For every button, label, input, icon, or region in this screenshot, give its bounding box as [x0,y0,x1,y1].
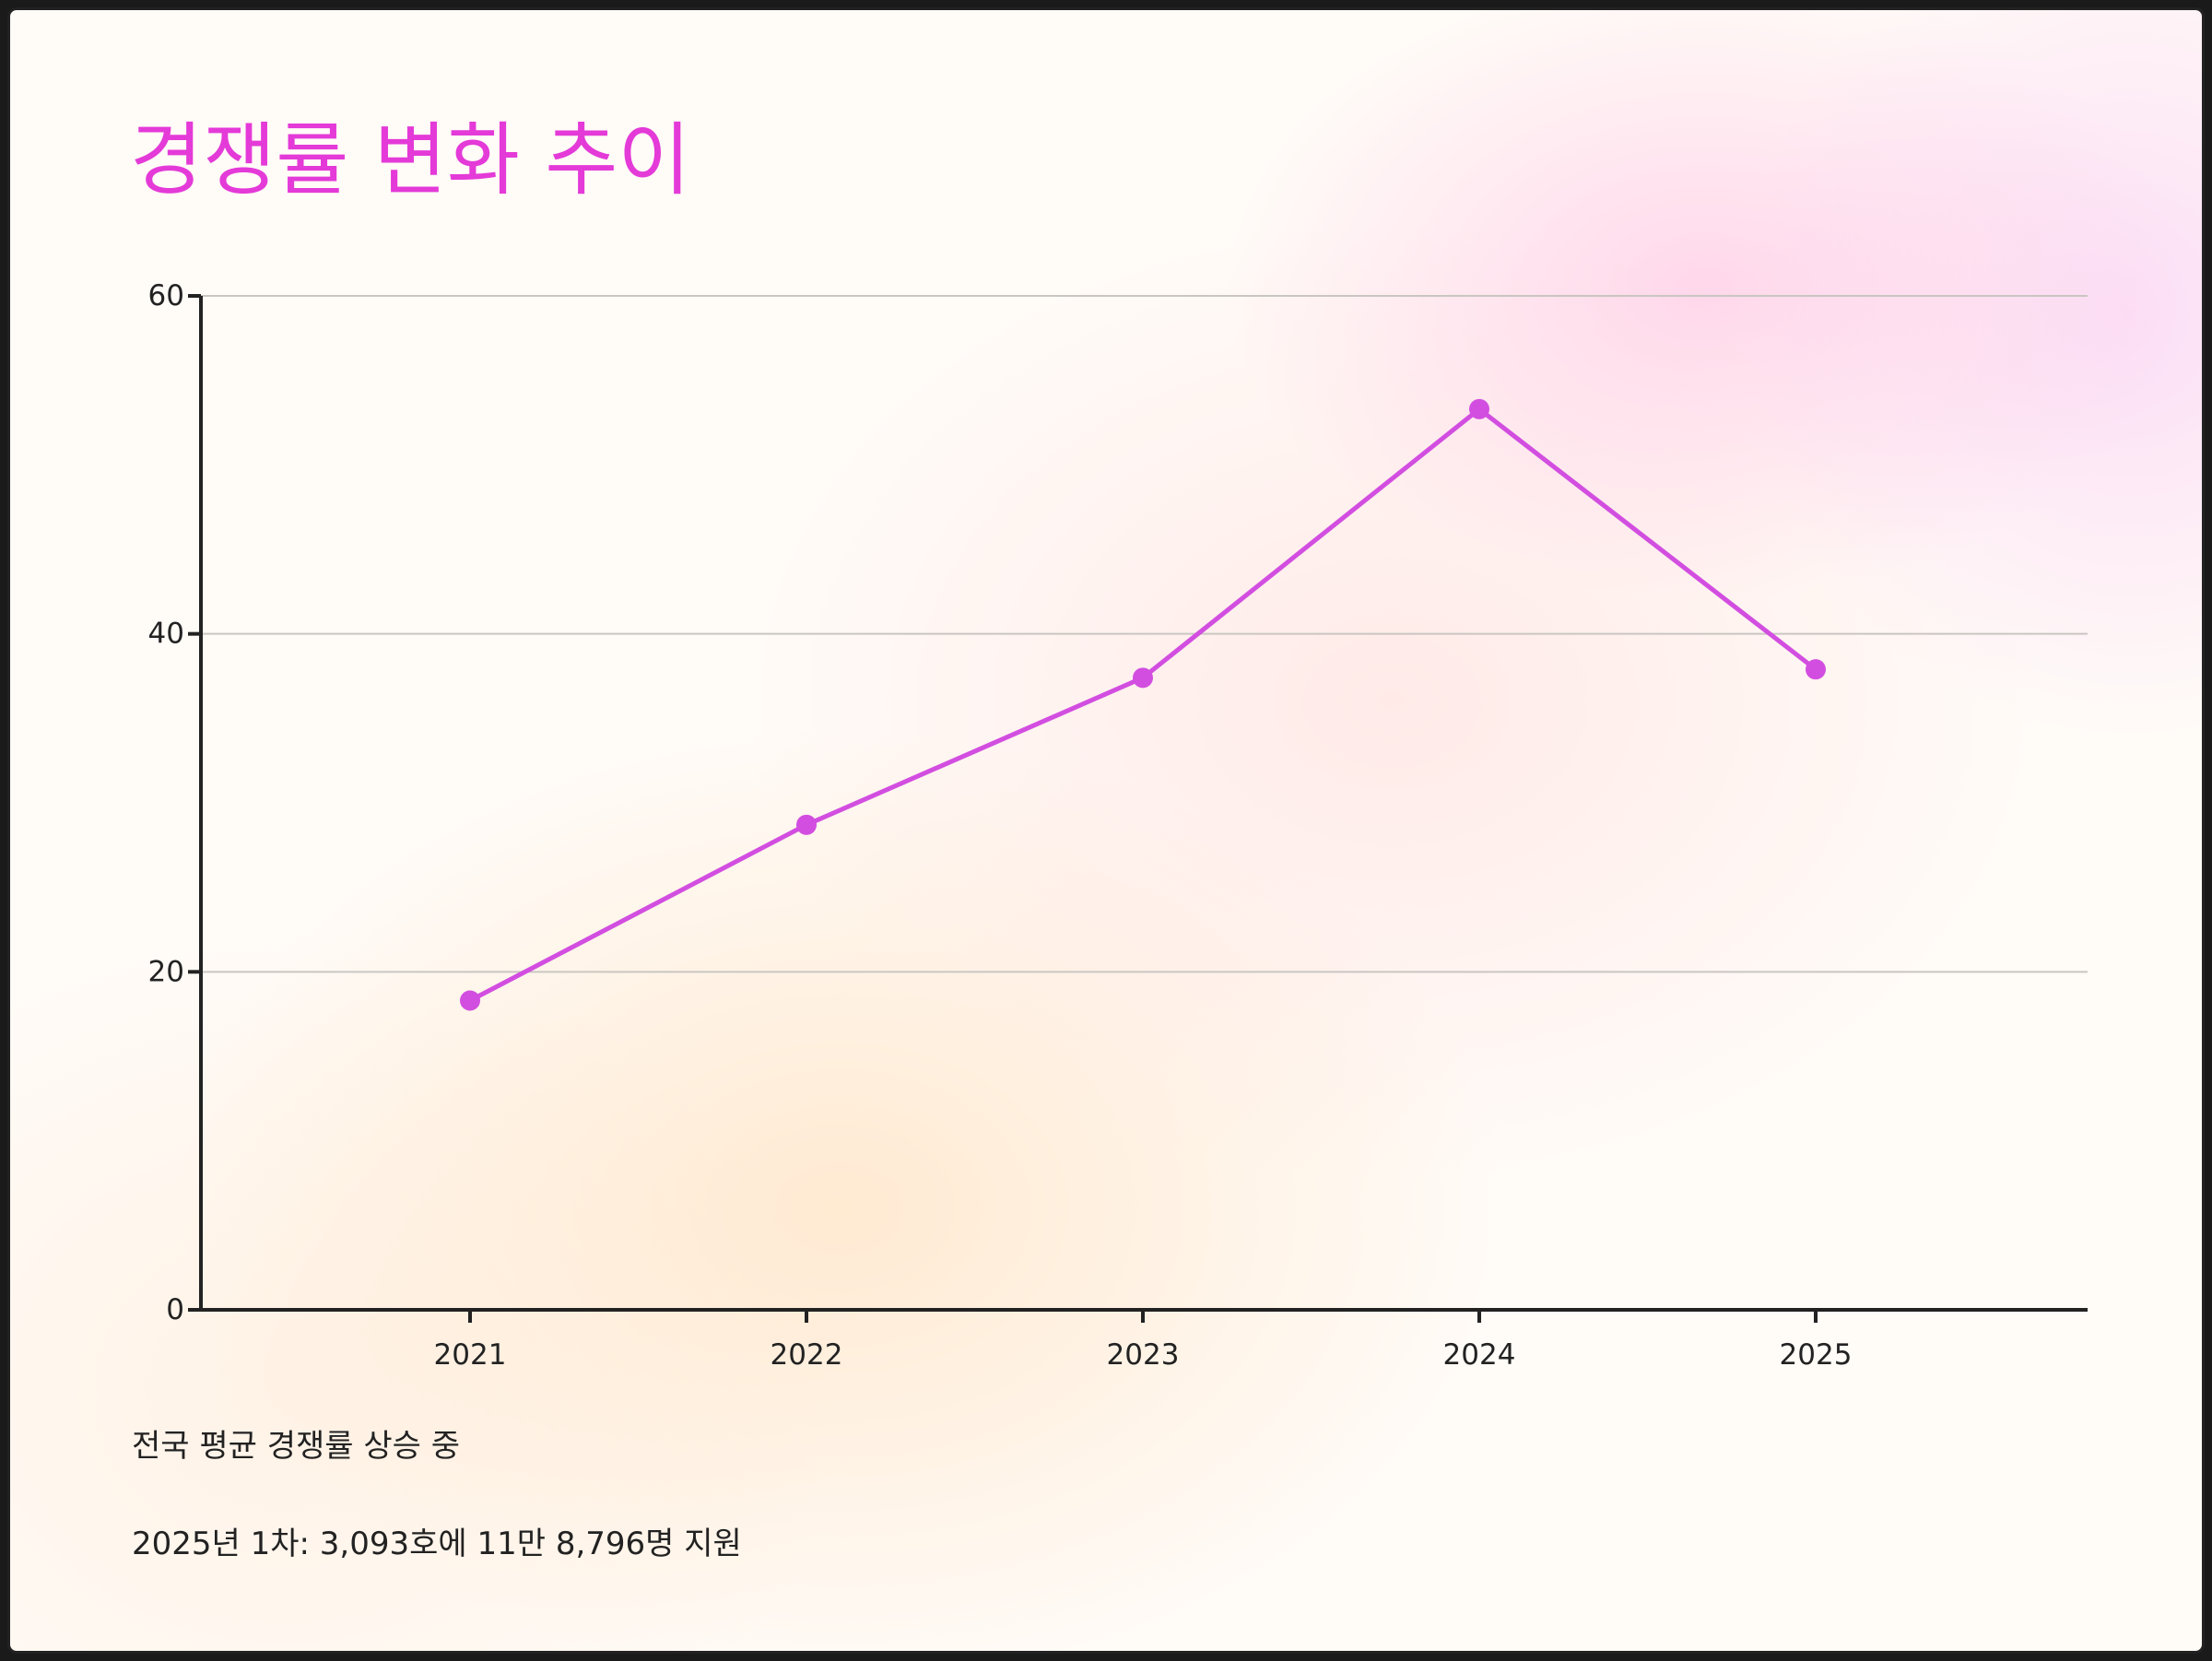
y-tick-label-60: 60 [148,279,184,312]
x-tick-label-2023: 2023 [1107,1338,1180,1372]
y-tick-label-20: 20 [148,955,184,988]
data-point-2023 [1133,667,1153,689]
note-trend: 전국 평균 경쟁률 상승 중 [132,1428,461,1465]
y-tick-label-40: 40 [148,618,184,651]
grid-lines [201,295,2088,973]
chart-card: 경쟁률 변화 추이 0 20 40 60 2021 2022 2023 2024 2025 전… [7,7,2205,1654]
series-line-0 [467,406,1818,1003]
line-chart: 0 20 40 60 2021 2022 2023 2024 2025 [148,279,2088,1372]
y-ticks: 0 20 40 60 [148,279,201,1326]
x-tick-label-2021: 2021 [434,1338,507,1372]
data-point-2025 [1806,659,1826,680]
x-ticks: 2021 2022 2023 2024 2025 [434,1310,1853,1372]
data-point-2021 [460,990,480,1011]
x-tick-label-2022: 2022 [771,1338,843,1372]
chart-title: 경쟁률 변화 추이 [130,114,691,206]
series-points [460,398,1826,1011]
series-lines [467,406,1818,1003]
data-point-2024 [1469,398,1489,419]
data-point-2022 [796,814,817,835]
x-tick-label-2024: 2024 [1443,1338,1516,1372]
note-applicants: 2025년 1차: 3,093호에 11만 8,796명 지원 [132,1526,742,1562]
x-tick-label-2025: 2025 [1780,1338,1853,1372]
axes [199,296,2088,1312]
y-tick-label-0: 0 [166,1293,184,1326]
